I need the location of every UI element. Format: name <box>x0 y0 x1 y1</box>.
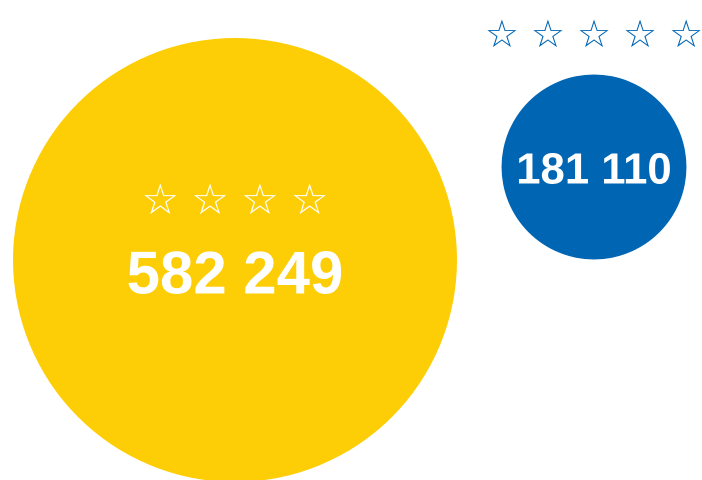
value-label: 582 249 <box>127 240 344 307</box>
star-rating: ☆☆☆☆☆ <box>485 12 702 56</box>
bubble <box>13 38 457 480</box>
value-label: 181 110 <box>516 145 671 194</box>
bubble <box>501 74 687 260</box>
star-rating: ☆☆☆☆ <box>141 175 340 224</box>
